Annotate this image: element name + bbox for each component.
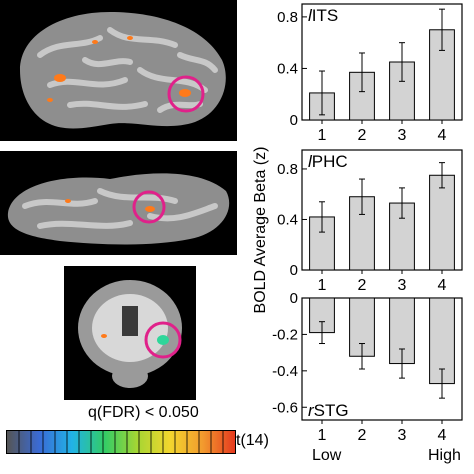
brain-ventral-gyri [22, 188, 218, 229]
x-axis-low-label: Low [312, 447, 342, 464]
brain-coronal-slice [64, 266, 196, 400]
x-tick-label-2-1: 1 [318, 277, 327, 294]
colorbar-segment-lines [18, 431, 224, 453]
bar-1-2 [349, 71, 375, 121]
x-tick-label-2-4: 4 [438, 277, 447, 294]
bar-1-3 [389, 61, 415, 121]
bar-1-4 [429, 29, 455, 121]
colorbar-title: q(FDR) < 0.050 [88, 404, 199, 421]
region-label-1: lITS [308, 6, 338, 25]
y-tick-label-2-3: 0.8 [277, 161, 298, 178]
region-name-3: STG [314, 401, 349, 420]
y-tick-label-3-2: -0.4 [272, 363, 298, 380]
brain-lateral-view [0, 0, 237, 141]
x-tick-label-3-1: 1 [318, 427, 327, 444]
roi-circle-lits [167, 75, 205, 113]
x-tick-label-1-4: 4 [438, 127, 447, 144]
y-tick-label-3-3: -0.2 [272, 326, 298, 343]
chart-frame-3 [301, 297, 463, 421]
colorbar-stat-label: t(14) [236, 432, 269, 449]
y-tick-label-1-3: 0.8 [277, 9, 298, 26]
x-tick-label-1-2: 2 [358, 127, 367, 144]
brain-lateral-gyri [37, 27, 218, 113]
region-label-3: rSTG [308, 401, 349, 420]
x-tick-label-2-3: 3 [398, 277, 407, 294]
region-prefix-1: l [308, 6, 313, 25]
region-label-2: lPHC [308, 152, 348, 171]
x-tick-label-1-1: 1 [318, 127, 327, 144]
x-tick-label-2-2: 2 [358, 277, 367, 294]
y-tick-label-3-1: -0.6 [272, 399, 298, 416]
roi-circle-lphc [132, 190, 166, 224]
colorbar [6, 430, 236, 454]
y-tick-label-3-4: 0 [290, 290, 298, 307]
brain-ventral-surface [7, 173, 230, 245]
activation-green-blob [157, 335, 169, 345]
bar-3-4 [429, 297, 455, 385]
x-tick-label-1-3: 3 [398, 127, 407, 144]
activation-blobs-ventral [65, 199, 155, 212]
region-name-2: PHC [312, 152, 348, 171]
x-tick-label-3-3: 3 [398, 427, 407, 444]
brain-ventral-view [0, 151, 237, 255]
chart-frame-1 [301, 3, 463, 121]
y-tick-label-2-1: 0 [290, 262, 298, 279]
shared-ylabel-container: BOLD Average Beta (z) [252, 147, 269, 314]
bar-3-3 [389, 297, 415, 365]
bar-2-3 [389, 202, 415, 271]
shared-ylabel: BOLD Average Beta (z) [252, 147, 269, 314]
roi-circle-rstg [144, 321, 182, 359]
y-tick-label-1-1: 0 [290, 112, 298, 129]
x-tick-label-3-2: 2 [358, 427, 367, 444]
y-tick-label-1-2: 0.4 [277, 60, 298, 77]
x-axis-high-label: High [428, 447, 461, 464]
activation-blobs-lateral [47, 36, 191, 102]
chart-frame-2 [301, 149, 463, 271]
brain-lateral-surface [20, 12, 226, 129]
bar-1-1 [309, 92, 335, 121]
region-prefix-3: r [308, 401, 315, 420]
y-tick-label-2-2: 0.4 [277, 211, 298, 228]
brain-coronal-image [78, 280, 182, 388]
region-name-1: ITS [312, 6, 338, 25]
region-prefix-2: l [308, 152, 313, 171]
activation-blobs-coronal [101, 334, 107, 338]
bar-2-2 [349, 196, 375, 271]
bar-2-1 [309, 216, 335, 271]
bar-3-1 [309, 297, 335, 334]
bar-3-2 [349, 297, 375, 357]
x-tick-label-3-4: 4 [438, 427, 447, 444]
bar-2-4 [429, 174, 455, 271]
